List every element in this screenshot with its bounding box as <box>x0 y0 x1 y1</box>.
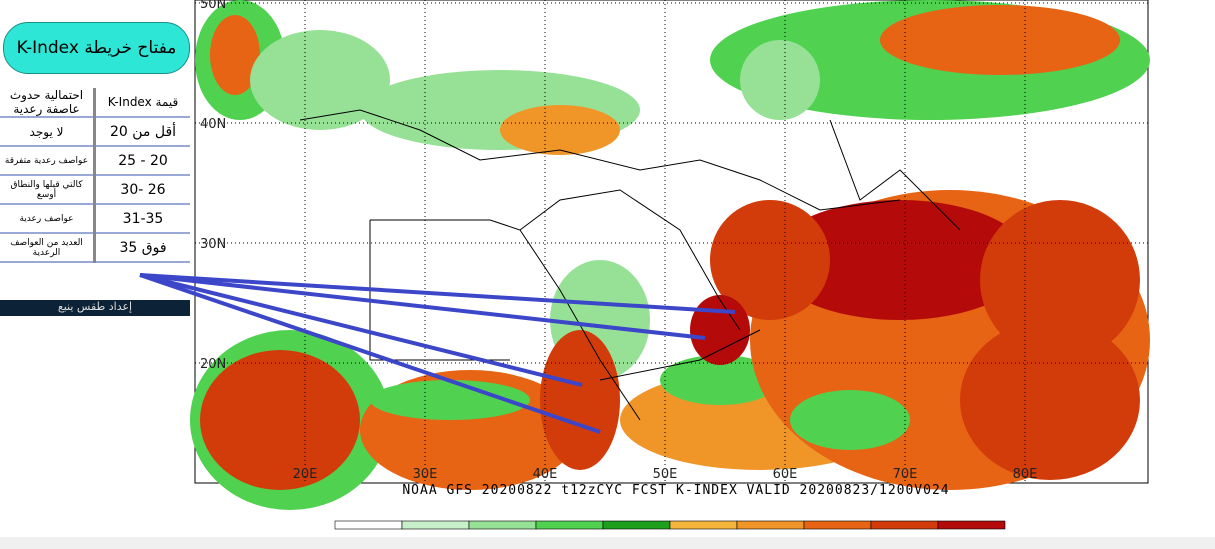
header-prob: احتمالية حدوث عاصفة رعدية <box>0 88 95 118</box>
lon-label: 60E <box>773 467 798 482</box>
graticule: 50N 40N 30N 20N 20E 30E 40E 50E 60E 70E 80E <box>195 0 1148 483</box>
colorbar-swatch <box>602 520 671 530</box>
header-value: قيمة K-Index <box>93 88 190 118</box>
storm-desc: كالتي قبلها والنطاق أوسع <box>0 175 95 205</box>
scrollbar <box>0 537 1215 549</box>
borders <box>299 109 961 421</box>
colorbar-swatch <box>937 520 1006 530</box>
k-range: 26 -30 <box>93 175 190 205</box>
k-range: أقل من 20 <box>93 117 190 147</box>
colorbar-swatch <box>468 520 537 530</box>
map: 50N 40N 30N 20N 20E 30E 40E 50E 60E 70E 80E NOAA G… <box>139 0 1150 530</box>
legend-table: قيمة K-Index احتمالية حدوث عاصفة رعدية أق… <box>0 88 190 263</box>
storm-desc: لا يوجد <box>0 117 95 147</box>
lon-label: 50E <box>653 467 678 482</box>
k-range: 20 - 25 <box>93 146 190 176</box>
lon-label: 40E <box>533 467 558 482</box>
lat-label: 20N <box>200 357 226 372</box>
lat-label: 40N <box>200 117 226 132</box>
arrows <box>139 273 736 434</box>
colorbar-swatch <box>401 520 470 530</box>
credit: إعداد طقس ينبع <box>0 300 190 316</box>
lon-label: 30E <box>413 467 438 482</box>
lon-label: 20E <box>293 467 318 482</box>
k-range: 31-35 <box>93 204 190 234</box>
k-range: فوق 35 <box>93 233 190 263</box>
storm-desc: العديد من العواصف الرعدية <box>0 233 95 263</box>
colorbar-swatch <box>669 520 738 530</box>
lat-label: 30N <box>200 237 226 252</box>
map-caption: NOAA GFS 20200822 t12zCYC FCST K-INDEX V… <box>402 483 949 498</box>
lon-label: 70E <box>893 467 918 482</box>
colorbar <box>334 520 1006 530</box>
k-index-field <box>190 0 1150 510</box>
lat-label: 50N <box>200 0 226 12</box>
legend-title: مفتاح خريطة K-Index <box>3 22 190 74</box>
lon-label: 80E <box>1013 467 1038 482</box>
storm-desc: عواصف رعدية <box>0 204 95 234</box>
storm-desc: عواصف رعدية متفرقة <box>0 146 95 176</box>
colorbar-swatch <box>736 520 805 530</box>
colorbar-swatch <box>535 520 604 530</box>
colorbar-swatch <box>334 520 403 530</box>
colorbar-swatch <box>870 520 939 530</box>
colorbar-swatch <box>803 520 872 530</box>
